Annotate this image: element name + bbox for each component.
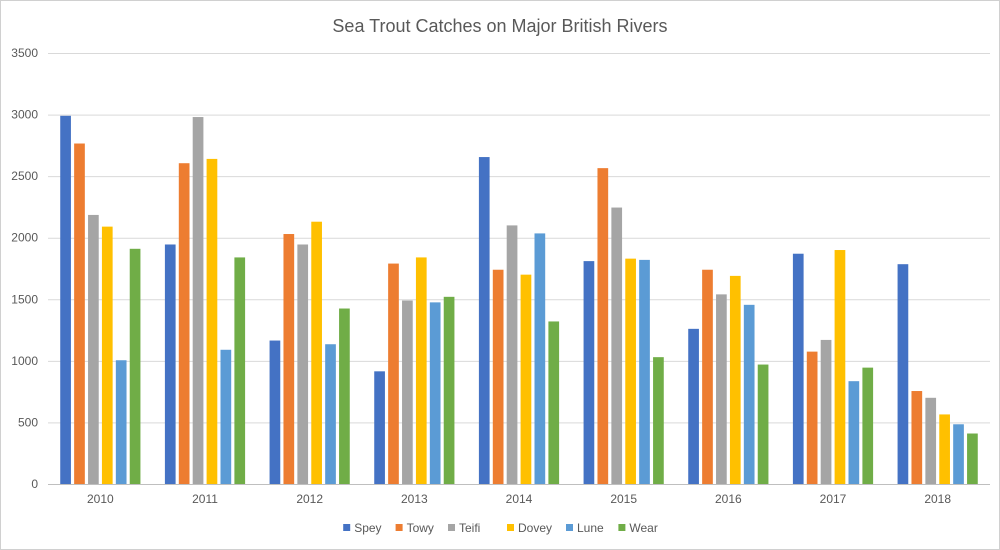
bar-wear-2013 (443, 296, 455, 484)
bar-teifi-2012 (297, 244, 309, 484)
bar-towy-2010 (74, 143, 85, 484)
bar-teifi-2017 (820, 339, 832, 484)
bar-wear-2015 (653, 357, 664, 484)
bar-dovey-2017 (834, 250, 846, 484)
x-tick-label: 2011 (192, 492, 218, 506)
bar-towy-2016 (702, 269, 713, 484)
bar-teifi-2014 (506, 225, 518, 484)
bar-dovey-2016 (729, 275, 741, 484)
bar-spey-2017 (792, 253, 804, 484)
y-tick-label: 1000 (11, 354, 38, 368)
gridlines (48, 53, 990, 485)
bar-spey-2016 (688, 328, 699, 484)
legend-swatch-spey (343, 524, 351, 531)
legend-swatch-dovey (507, 524, 514, 531)
bar-dovey-2012 (311, 221, 322, 484)
bar-lune-2010 (115, 360, 127, 484)
bar-spey-2013 (374, 371, 385, 484)
legend-label: Wear (629, 521, 657, 535)
x-tick-label: 2014 (506, 492, 533, 506)
bar-lune-2015 (639, 259, 650, 484)
bar-teifi-2013 (402, 300, 413, 484)
legend-label: Spey (354, 521, 381, 535)
legend: Spey Towy Teifi Dovey Lune Wear (343, 521, 658, 535)
bar-wear-2012 (339, 308, 350, 484)
bar-wear-2010 (129, 248, 141, 484)
y-tick-label: 2500 (11, 169, 38, 183)
bar-teifi-2015 (611, 207, 623, 484)
legend-swatch-wear (618, 524, 626, 531)
bar-lune-2016 (743, 304, 755, 484)
x-tick-label: 2012 (296, 492, 323, 506)
bar-dovey-2011 (206, 158, 218, 484)
bar-lune-2011 (220, 349, 232, 484)
bar-spey-2015 (583, 261, 595, 484)
bars (60, 115, 978, 485)
bar-lune-2012 (325, 344, 336, 484)
x-tick-label: 2017 (820, 492, 847, 506)
x-tick-label: 2018 (924, 492, 951, 506)
legend-swatch-teifi (448, 524, 455, 531)
bar-towy-2017 (806, 351, 818, 484)
bar-lune-2018 (953, 424, 964, 484)
bar-dovey-2013 (415, 257, 427, 484)
bar-dovey-2018 (939, 414, 950, 484)
bar-teifi-2011 (192, 117, 204, 484)
y-tick-label: 3000 (11, 108, 38, 122)
bar-dovey-2014 (520, 274, 532, 484)
bar-dovey-2015 (625, 258, 636, 484)
bar-wear-2017 (862, 367, 874, 484)
legend-label: Lune (577, 521, 604, 535)
bar-spey-2011 (164, 244, 176, 484)
legend-label: Dovey (518, 521, 552, 535)
y-tick-label: 3500 (11, 46, 38, 60)
bar-wear-2018 (967, 433, 978, 484)
bar-wear-2011 (234, 257, 246, 484)
bar-towy-2011 (178, 163, 190, 484)
legend-swatch-lune (566, 524, 573, 531)
y-tick-label: 1500 (11, 292, 38, 306)
bar-spey-2012 (269, 340, 281, 484)
bar-spey-2018 (897, 264, 909, 484)
bar-teifi-2016 (716, 294, 727, 484)
bar-wear-2016 (757, 364, 769, 484)
bar-towy-2013 (388, 263, 399, 484)
bar-lune-2017 (848, 381, 860, 484)
y-axis-ticks: 0 500 1000 1500 2000 2500 3000 3500 (11, 46, 38, 491)
y-tick-label: 2000 (11, 231, 38, 245)
bar-spey-2010 (60, 115, 71, 484)
y-tick-label: 0 (31, 477, 38, 491)
x-tick-label: 2016 (715, 492, 742, 506)
bar-teifi-2018 (925, 397, 937, 484)
bar-towy-2012 (283, 234, 295, 484)
bar-spey-2014 (478, 157, 490, 484)
x-axis-ticks: 2010 2011 2012 2013 2014 2015 2016 2017 2018 (87, 492, 951, 506)
bar-towy-2015 (597, 168, 609, 485)
y-tick-label: 500 (18, 415, 38, 429)
bar-teifi-2010 (88, 214, 99, 484)
x-tick-label: 2015 (610, 492, 637, 506)
bar-dovey-2010 (101, 226, 113, 485)
x-tick-label: 2010 (87, 492, 114, 506)
bar-wear-2014 (548, 321, 560, 484)
bar-lune-2013 (429, 302, 441, 484)
legend-swatch-towy (395, 524, 403, 531)
x-tick-label: 2013 (401, 492, 428, 506)
bar-towy-2014 (492, 269, 504, 484)
legend-label: Towy (407, 521, 434, 535)
bar-lune-2014 (534, 233, 546, 484)
bar-towy-2018 (911, 391, 923, 484)
chart-title: Sea Trout Catches on Major British River… (332, 16, 667, 36)
legend-label: Teifi (459, 521, 480, 535)
